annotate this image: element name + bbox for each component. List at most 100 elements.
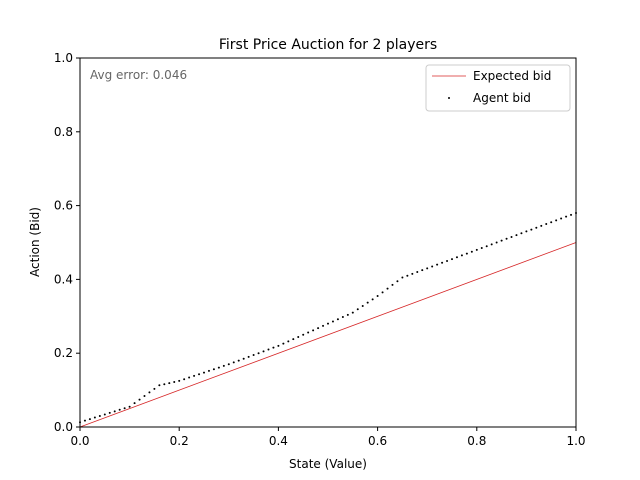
agent-bid-point	[545, 223, 548, 226]
y-axis-label: Action (Bid)	[28, 207, 42, 277]
agent-bid-point	[331, 320, 334, 323]
agent-bid-point	[158, 384, 161, 387]
agent-bid-point	[237, 359, 240, 362]
agent-bid-point	[426, 267, 429, 270]
agent-bid-point	[401, 276, 404, 279]
agent-bid-point	[520, 232, 523, 235]
agent-bid-point	[203, 371, 205, 374]
agent-bid-point	[322, 324, 325, 327]
agent-bid-point	[560, 217, 563, 220]
agent-bid-point	[460, 254, 463, 257]
agent-bid-point	[198, 373, 201, 376]
agent-bid-point	[242, 357, 245, 360]
y-tick-label-5: 1.0	[54, 51, 73, 65]
x-tick-label-0: 0.0	[70, 434, 89, 448]
agent-bid-point	[227, 363, 230, 366]
agent-bid-point	[570, 213, 573, 216]
agent-bid-point	[133, 402, 136, 405]
x-tick-label-3: 0.6	[368, 434, 387, 448]
agent-bid-point	[455, 256, 458, 259]
agent-bid-point	[396, 280, 399, 283]
agent-bid-point	[163, 383, 166, 386]
agent-bid-point	[83, 419, 86, 422]
agent-bid-point	[178, 379, 181, 382]
y-tick-label-4: 0.8	[54, 125, 73, 139]
x-axis-label: State (Value)	[289, 457, 367, 471]
agent-bid-point	[341, 316, 344, 319]
agent-bid-point	[118, 408, 121, 411]
agent-bid-point	[530, 228, 533, 231]
plot-area	[80, 58, 576, 427]
agent-bid-point	[550, 221, 553, 224]
agent-bid-point	[252, 354, 255, 357]
x-tick-label-5: 1.0	[566, 434, 585, 448]
agent-bid-point	[148, 391, 151, 394]
agent-bid-point	[346, 313, 349, 316]
agent-bid-point	[411, 272, 414, 275]
x-tick-label-4: 0.8	[467, 434, 486, 448]
agent-bid-point	[490, 243, 493, 246]
agent-bid-point	[336, 318, 339, 321]
agent-bid-point	[361, 304, 364, 307]
legend-label-expected-bid: Expected bid	[473, 69, 551, 83]
agent-bid-point	[232, 361, 235, 364]
chart-title: First Price Auction for 2 players	[219, 37, 437, 53]
agent-bid-point	[312, 329, 315, 332]
agent-bid-point	[436, 263, 439, 266]
avg-error-annotation: Avg error: 0.046	[90, 68, 187, 82]
agent-bid-point	[431, 265, 434, 268]
series-layer	[79, 211, 577, 428]
agent-bid-point	[535, 226, 538, 229]
agent-bid-point	[351, 311, 354, 314]
agent-bid-point	[500, 239, 503, 242]
agent-bid-points	[79, 211, 577, 424]
agent-bid-point	[277, 344, 280, 347]
agent-bid-point	[153, 387, 156, 390]
agent-bid-point	[510, 235, 513, 238]
y-tick-label-1: 0.2	[54, 346, 73, 360]
agent-bid-point	[505, 237, 508, 240]
agent-bid-point	[515, 234, 518, 237]
agent-bid-point	[292, 338, 295, 341]
agent-bid-point	[540, 224, 543, 227]
plot-frame	[79, 57, 577, 428]
agent-bid-point	[302, 333, 305, 336]
agent-bid-point	[93, 416, 96, 419]
agent-bid-point	[138, 398, 141, 401]
agent-bid-point	[441, 261, 444, 264]
agent-bid-point	[282, 342, 285, 345]
agent-bid-point	[128, 405, 131, 408]
agent-bid-point	[470, 250, 473, 253]
agent-bid-point	[485, 245, 488, 248]
legend-label-agent-bid: Agent bid	[473, 91, 531, 105]
agent-bid-point	[297, 335, 300, 338]
agent-bid-point	[287, 340, 290, 343]
agent-bid-point	[212, 368, 215, 371]
agent-bid-point	[267, 348, 270, 351]
x-tick-label-2: 0.4	[269, 434, 288, 448]
y-tick-label-2: 0.4	[54, 272, 73, 286]
agent-bid-point	[98, 415, 101, 418]
agent-bid-point	[451, 258, 453, 261]
legend-swatch-agent-bid	[448, 97, 450, 99]
agent-bid-point	[173, 380, 176, 383]
agent-bid-point	[416, 271, 419, 274]
agent-bid-point	[406, 274, 409, 277]
y-axis: 0.0 0.2 0.4 0.6 0.8 1.0	[54, 51, 80, 434]
agent-bid-point	[113, 410, 116, 413]
y-tick-label-0: 0.0	[54, 420, 73, 434]
agent-bid-point	[465, 252, 468, 255]
x-tick-label-1: 0.2	[170, 434, 189, 448]
agent-bid-point	[193, 374, 196, 377]
agent-bid-point	[381, 291, 384, 294]
agent-bid-point	[272, 346, 275, 349]
agent-bid-point	[371, 298, 374, 301]
agent-bid-point	[446, 259, 449, 262]
agent-bid-point	[143, 395, 146, 398]
legend-box	[425, 64, 571, 112]
agent-bid-point	[222, 364, 225, 367]
agent-bid-point	[108, 411, 111, 414]
agent-bid-point	[188, 376, 191, 379]
x-axis: 0.0 0.2 0.4 0.6 0.8 1.0	[70, 427, 586, 448]
